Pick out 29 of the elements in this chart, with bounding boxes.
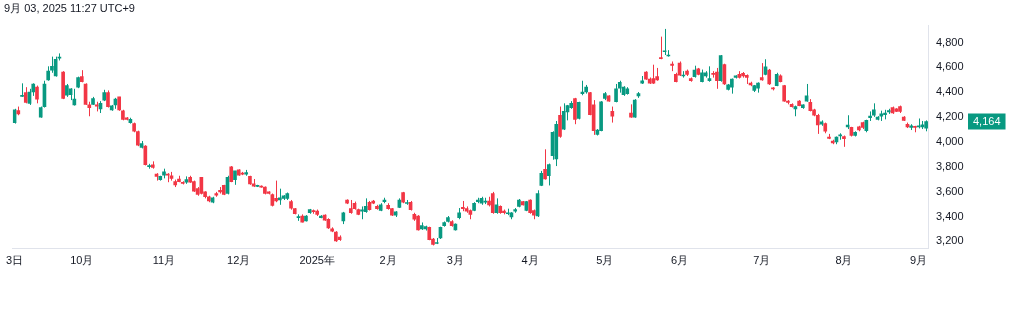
- candlestick: [662, 28, 667, 56]
- y-tick-label: 4,200: [936, 110, 964, 123]
- x-tick-label: 7月: [753, 254, 771, 267]
- x-tick-label: 4月: [521, 254, 539, 267]
- x-tick-label: 6月: [671, 254, 689, 267]
- y-tick-label: 4,800: [936, 35, 964, 48]
- x-tick-label: 3月: [446, 254, 464, 267]
- x-tick-label: 12月: [227, 254, 251, 267]
- x-tick-label: 11月: [152, 254, 176, 267]
- x-tick-label: 3日: [6, 254, 24, 267]
- y-tick-label: 3,800: [936, 159, 964, 172]
- x-tick-label: 8月: [835, 254, 853, 267]
- x-tick-label: 2月: [379, 254, 397, 267]
- y-tick-label: 3,400: [936, 209, 964, 222]
- candlestick: [543, 148, 547, 181]
- x-tick-label: 5月: [596, 254, 614, 267]
- y-tick-label: 3,200: [936, 234, 964, 247]
- chart-title: 9月 03, 2025 11:27 UTC+9: [4, 1, 135, 14]
- candlestick: [558, 106, 562, 139]
- y-tick-label: 3,600: [936, 184, 964, 197]
- text: 4,164: [973, 114, 1001, 127]
- candlestick: [274, 180, 278, 203]
- y-tick-label: 4,000: [936, 135, 964, 147]
- x-tick-label: 10月: [70, 254, 94, 267]
- candlestick: [815, 113, 820, 135]
- y-tick-label: 4,400: [936, 85, 964, 98]
- x-tick-label: 9月: [910, 254, 928, 267]
- x-tick-label: 2025年: [299, 254, 335, 267]
- y-tick-label: 4,600: [936, 60, 964, 73]
